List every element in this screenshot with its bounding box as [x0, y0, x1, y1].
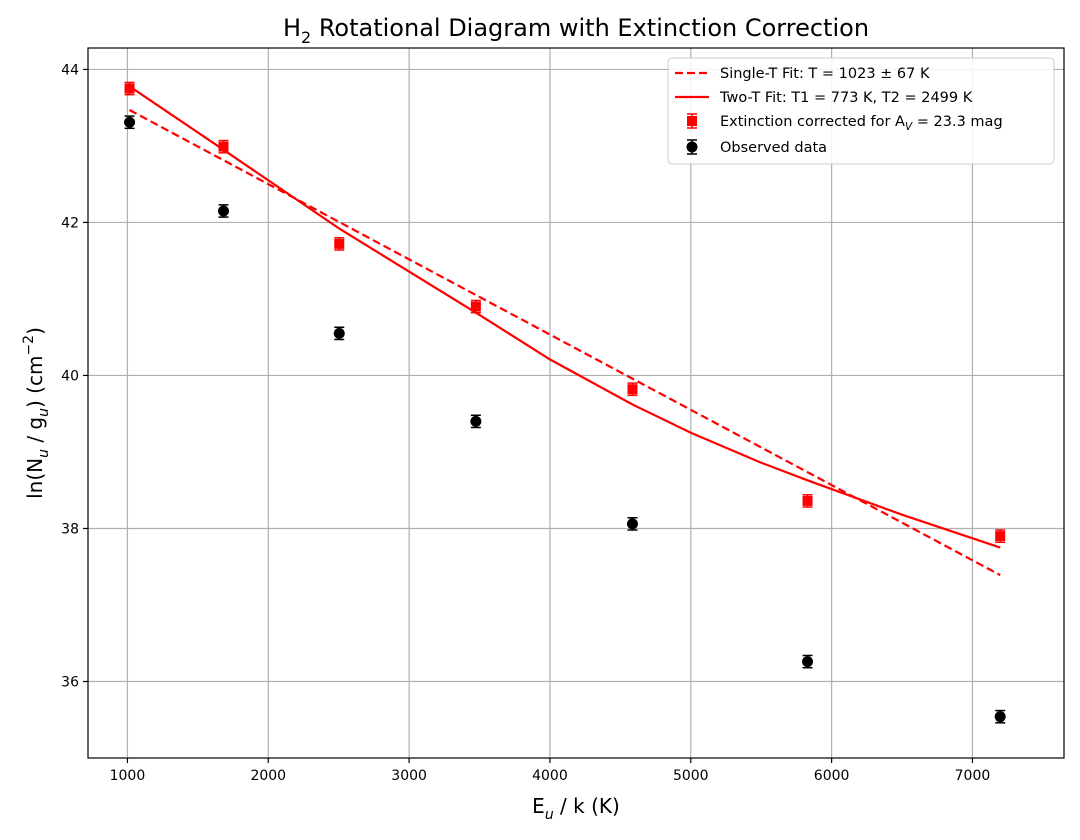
corrected-point-marker: [470, 301, 481, 312]
corrected-point: [470, 299, 481, 314]
corrected-point-marker: [802, 495, 813, 506]
y-tick-label: 40: [61, 368, 79, 384]
corrected-point: [218, 139, 229, 154]
single-t-fit-line: [128, 109, 1001, 577]
legend-two-fit-label: Two-T Fit: T1 = 773 K, T2 = 2499 K: [719, 90, 973, 106]
observed-point: [994, 709, 1006, 724]
fit-lines: [128, 85, 1001, 577]
observed-point: [802, 654, 814, 669]
legend-corrected-swatch: [687, 113, 697, 129]
legend-observed-label: Observed data: [720, 140, 827, 156]
observed-point-marker: [994, 711, 1006, 723]
legend-single-fit-label: Single-T Fit: T = 1023 ± 67 K: [720, 66, 930, 82]
observed-point: [626, 517, 638, 531]
corrected-point: [995, 529, 1006, 543]
corrected-point: [627, 382, 638, 397]
y-tick-label: 42: [61, 215, 79, 231]
legend-box: [667, 57, 1055, 165]
corrected-point: [802, 494, 813, 508]
corrected-point: [334, 236, 345, 251]
y-tick-label: 44: [61, 62, 79, 78]
x-tick-label: 4000: [532, 768, 568, 784]
corrected-point-marker: [995, 531, 1006, 542]
observed-point-marker: [626, 518, 638, 530]
observed-point-marker: [333, 327, 345, 339]
observed-point: [470, 414, 482, 429]
observed-point-marker: [124, 116, 136, 128]
legend-observed-swatch: [686, 139, 698, 155]
observed-point: [124, 115, 136, 130]
grid: [88, 48, 1064, 758]
two-t-fit-line: [128, 85, 1001, 549]
x-tick-label: 2000: [250, 768, 286, 784]
corrected-point: [124, 81, 135, 96]
y-axis-label: ln(Nu / gu) (cm−2): [21, 327, 52, 499]
observed-point: [217, 204, 229, 218]
plot-frame: [87, 47, 1065, 759]
observed-point-marker: [470, 415, 482, 427]
x-tick-label: 5000: [673, 768, 709, 784]
corrected-point-marker: [124, 83, 135, 94]
x-tick-label: 3000: [391, 768, 427, 784]
axis-ticks: 1000 2000 3000 4000 5000 6000 7000 36 38 40 42 44: [61, 62, 990, 784]
data-points: [124, 81, 1006, 724]
corrected-point-marker: [334, 238, 345, 249]
x-tick-label: 7000: [955, 768, 991, 784]
legend: Single-T Fit: T = 1023 ± 67 K Two-T Fit:…: [667, 57, 1055, 165]
observed-point-marker: [217, 205, 229, 217]
x-tick-label: 1000: [110, 768, 146, 784]
y-tick-label: 36: [61, 674, 79, 690]
corrected-point-marker: [218, 141, 229, 152]
corrected-point-marker: [627, 384, 638, 395]
legend-corrected-label: Extinction corrected for AV = 23.3 mag: [720, 114, 1003, 133]
y-tick-label: 38: [61, 521, 79, 537]
observed-point: [333, 326, 345, 341]
x-tick-label: 6000: [814, 768, 850, 784]
observed-point-marker: [802, 656, 814, 668]
chart-title: H2 Rotational Diagram with Extinction Co…: [283, 14, 869, 47]
x-axis-label: Eu / k (K): [532, 794, 620, 823]
